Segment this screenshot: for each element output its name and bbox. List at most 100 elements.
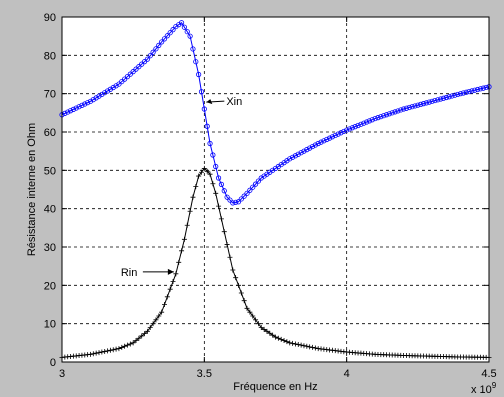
data-point bbox=[93, 95, 99, 101]
data-point bbox=[110, 84, 116, 91]
data-point bbox=[87, 98, 94, 104]
data-point bbox=[275, 335, 281, 341]
data-point bbox=[355, 122, 361, 129]
grid-lines bbox=[62, 17, 489, 362]
data-point bbox=[130, 340, 136, 346]
data-point bbox=[230, 200, 236, 206]
data-point bbox=[292, 153, 299, 159]
data-point bbox=[167, 30, 173, 36]
data-point bbox=[409, 104, 415, 110]
y-tick-label: 10 bbox=[44, 319, 56, 331]
annotation-xin: Xin bbox=[206, 96, 242, 108]
data-point bbox=[184, 29, 190, 35]
data-point bbox=[93, 350, 99, 356]
data-point bbox=[122, 343, 128, 349]
data-point bbox=[463, 89, 469, 95]
data-point bbox=[99, 91, 105, 98]
data-point bbox=[164, 33, 170, 39]
data-point bbox=[287, 340, 293, 346]
series-layer bbox=[59, 20, 492, 360]
data-point bbox=[483, 84, 489, 91]
data-point bbox=[307, 145, 313, 151]
data-point bbox=[110, 347, 116, 353]
annotation-arrow-head bbox=[206, 99, 213, 105]
data-point bbox=[381, 113, 387, 119]
data-point bbox=[204, 168, 210, 174]
y-tick-label: 50 bbox=[44, 165, 56, 177]
data-point bbox=[418, 101, 424, 108]
data-point bbox=[99, 349, 105, 355]
data-point bbox=[466, 88, 472, 95]
y-tick-label: 30 bbox=[44, 242, 56, 254]
data-point bbox=[253, 317, 259, 323]
data-point bbox=[193, 184, 199, 190]
data-point bbox=[455, 91, 461, 98]
data-point bbox=[349, 125, 355, 131]
data-point bbox=[82, 101, 88, 107]
data-point bbox=[318, 139, 324, 145]
data-point bbox=[304, 147, 310, 153]
data-point bbox=[153, 46, 159, 52]
data-point bbox=[216, 203, 222, 209]
data-point bbox=[96, 93, 102, 99]
data-point bbox=[312, 142, 318, 148]
data-point bbox=[193, 59, 199, 65]
data-point bbox=[79, 102, 85, 108]
data-point bbox=[446, 94, 452, 100]
data-point bbox=[298, 150, 304, 156]
data-point bbox=[469, 88, 475, 94]
data-point bbox=[187, 33, 193, 39]
data-point bbox=[181, 236, 187, 242]
data-point bbox=[369, 117, 375, 123]
data-point bbox=[218, 216, 224, 222]
data-point bbox=[67, 108, 74, 114]
data-point bbox=[480, 85, 486, 91]
annotations: Xin Rin bbox=[121, 96, 242, 279]
data-point bbox=[150, 321, 156, 327]
y-tick-label: 70 bbox=[44, 89, 56, 101]
data-point bbox=[233, 275, 239, 281]
data-point bbox=[238, 196, 244, 202]
data-point bbox=[315, 140, 321, 147]
data-point bbox=[267, 330, 273, 336]
data-point bbox=[187, 208, 193, 214]
data-point bbox=[221, 229, 227, 235]
data-point bbox=[224, 194, 230, 200]
data-point bbox=[113, 346, 119, 352]
y-axis-label: Résistance interne en Ohm bbox=[26, 123, 38, 256]
series-rin bbox=[59, 165, 492, 360]
data-point bbox=[156, 313, 162, 319]
data-point bbox=[204, 123, 210, 129]
data-point bbox=[85, 100, 91, 106]
data-point bbox=[147, 325, 153, 330]
data-point bbox=[224, 241, 230, 247]
data-point bbox=[221, 188, 227, 194]
series-xin bbox=[59, 20, 492, 206]
data-point bbox=[429, 98, 435, 104]
data-point bbox=[250, 184, 256, 190]
data-point bbox=[270, 332, 276, 338]
data-point bbox=[412, 103, 418, 109]
data-point bbox=[475, 86, 481, 93]
data-point bbox=[147, 53, 153, 59]
data-point bbox=[139, 333, 145, 339]
x-axis-multiplier: x 109 bbox=[471, 381, 497, 396]
data-point bbox=[290, 340, 296, 346]
y-tick-label: 40 bbox=[44, 204, 56, 216]
data-point bbox=[227, 254, 233, 260]
annotation-label: Xin bbox=[226, 96, 242, 108]
data-point bbox=[161, 302, 167, 307]
data-point bbox=[198, 169, 204, 175]
data-point bbox=[395, 108, 401, 114]
data-point bbox=[426, 99, 432, 105]
data-point bbox=[201, 165, 207, 171]
data-point bbox=[124, 342, 130, 348]
data-point bbox=[415, 102, 421, 108]
data-point bbox=[258, 325, 264, 330]
data-point bbox=[218, 181, 225, 187]
data-point bbox=[346, 126, 353, 132]
data-point bbox=[210, 152, 216, 158]
data-point bbox=[198, 89, 205, 95]
data-point bbox=[295, 342, 301, 348]
